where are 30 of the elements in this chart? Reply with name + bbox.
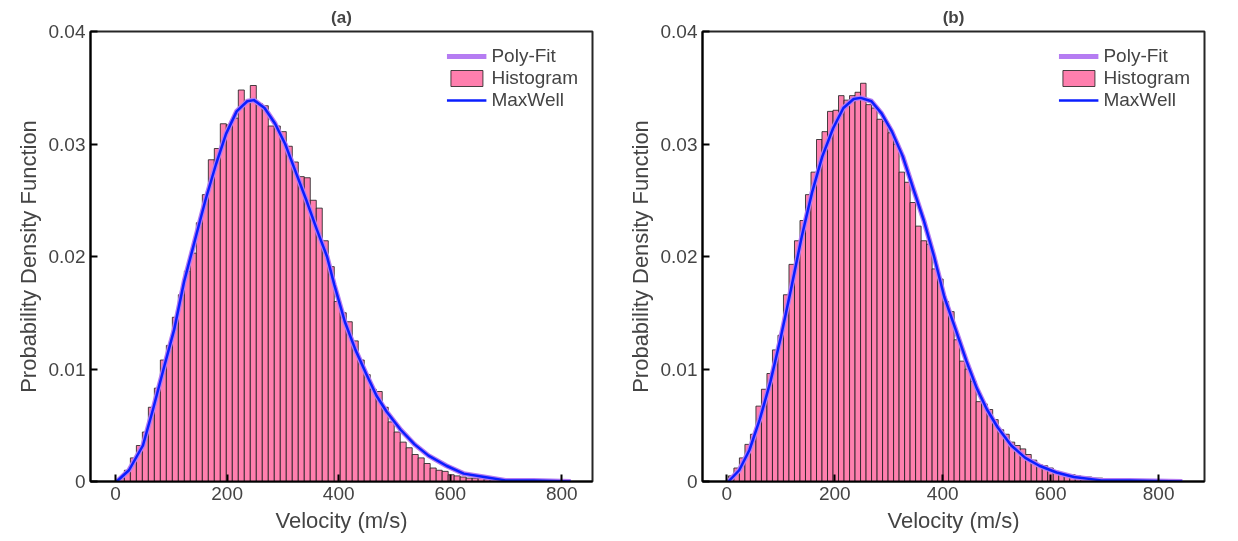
y-tick-label: 0.01 xyxy=(660,358,698,380)
legend-label: MaxWell xyxy=(491,89,564,111)
y-tick-label: 0.02 xyxy=(660,246,698,267)
x-axis-title: Velocity (m/s) xyxy=(887,507,1020,533)
x-tick-label: 200 xyxy=(818,482,851,504)
x-tick-label: 600 xyxy=(434,482,467,504)
y-tick-label: 0.04 xyxy=(660,21,698,42)
legend-label: MaxWell xyxy=(1103,89,1176,111)
x-axis-title: Velocity (m/s) xyxy=(275,507,408,533)
legend-label: Poly-Fit xyxy=(491,45,556,67)
x-tick-label: 0 xyxy=(110,482,121,504)
legend-label: Poly-Fit xyxy=(1103,45,1168,67)
y-tick-label: 0.01 xyxy=(48,358,86,380)
chart-title: (b) xyxy=(942,7,965,27)
legend-label: Histogram xyxy=(491,67,578,89)
y-tick-label: 0.03 xyxy=(48,133,86,155)
y-tick-label: 0.03 xyxy=(660,133,698,155)
x-tick-label: 400 xyxy=(322,482,355,504)
x-tick-label: 400 xyxy=(926,482,959,504)
x-tick-label: 600 xyxy=(1034,482,1067,504)
x-tick-label: 800 xyxy=(545,482,578,504)
y-tick-label: 0.04 xyxy=(48,21,86,42)
x-tick-label: 800 xyxy=(1142,482,1175,504)
chart-title: (a) xyxy=(331,7,352,27)
legend-label: Histogram xyxy=(1103,67,1190,89)
y-tick-label: 0.02 xyxy=(48,246,86,267)
y-axis-title: Probability Density Function xyxy=(15,120,41,393)
x-tick-label: 200 xyxy=(211,482,244,504)
y-axis-title: Probability Density Function xyxy=(627,120,653,393)
x-tick-label: 0 xyxy=(721,482,733,504)
